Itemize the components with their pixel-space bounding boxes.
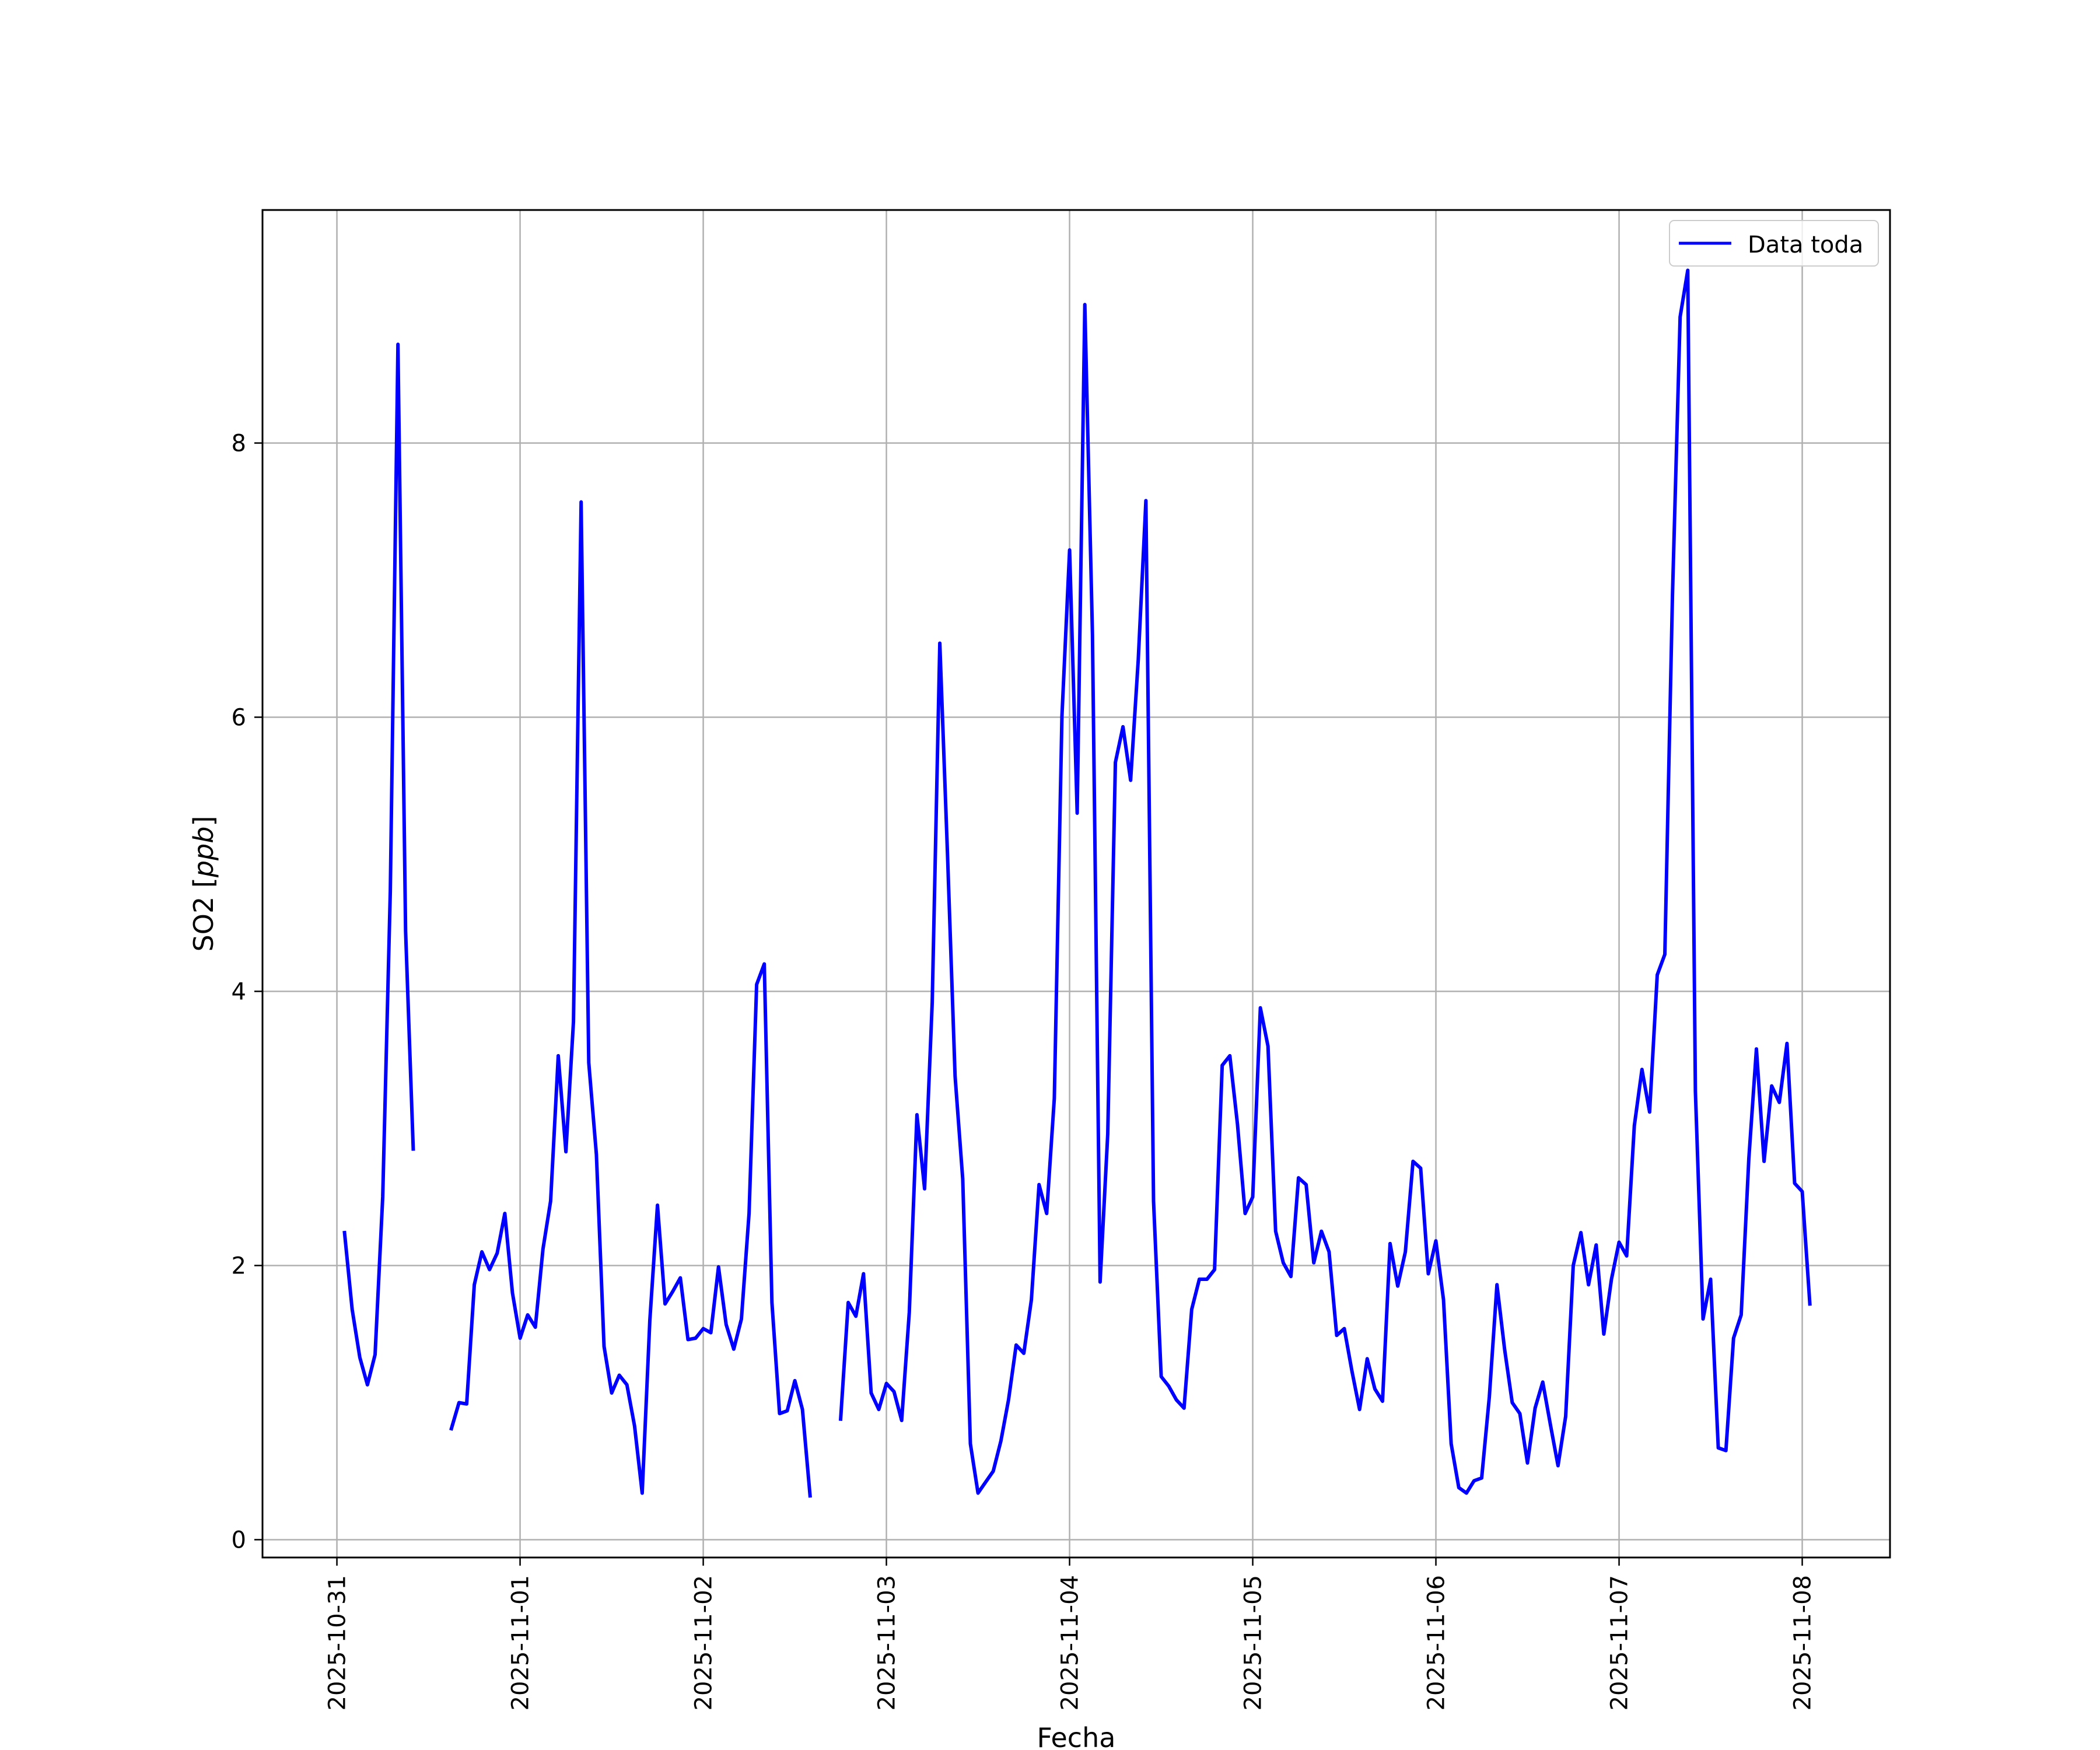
y-tick-label: 8 — [232, 430, 246, 457]
x-tick-label: 2025-11-04 — [1057, 1575, 1084, 1710]
x-axis-label: Fecha — [1037, 1722, 1116, 1750]
x-tick-label: 2025-11-05 — [1240, 1575, 1267, 1710]
x-tick-label: 2025-11-02 — [691, 1575, 718, 1710]
series-line-segment — [342, 342, 415, 1387]
y-tick-label: 2 — [232, 1252, 246, 1279]
x-tick-label: 2025-10-31 — [324, 1575, 351, 1710]
x-tick-label: 2025-11-03 — [874, 1575, 901, 1710]
x-tick-label: 2025-11-01 — [508, 1575, 534, 1710]
x-axis: 2025-10-31 2025-11-01 2025-11-02 2025-11-03… — [324, 1558, 1817, 1710]
legend: Data toda — [1669, 220, 1879, 267]
y-axis: 0 2 4 6 8 — [232, 430, 262, 1553]
y-axis-label-close: ] — [188, 816, 219, 827]
series-line-segment — [838, 268, 1812, 1495]
y-tick-label: 0 — [232, 1527, 246, 1553]
x-tick-label: 2025-11-07 — [1606, 1575, 1633, 1710]
y-axis-label: SO2 [ppb] — [188, 816, 219, 952]
grid-lines — [262, 210, 1890, 1558]
y-tick-label: 6 — [232, 704, 246, 731]
y-axis-label-unit: ppb — [188, 827, 219, 878]
series-layer — [342, 268, 1812, 1498]
y-tick-label: 4 — [232, 978, 246, 1005]
series-line-segment — [449, 500, 812, 1498]
legend-box — [1669, 220, 1879, 267]
x-tick-label: 2025-11-08 — [1790, 1575, 1817, 1710]
x-tick-label: 2025-11-06 — [1423, 1575, 1450, 1710]
legend-label: Data toda — [1748, 232, 1863, 258]
plot-frame — [261, 209, 1891, 1559]
y-axis-label-main: SO2 [ — [188, 877, 219, 951]
